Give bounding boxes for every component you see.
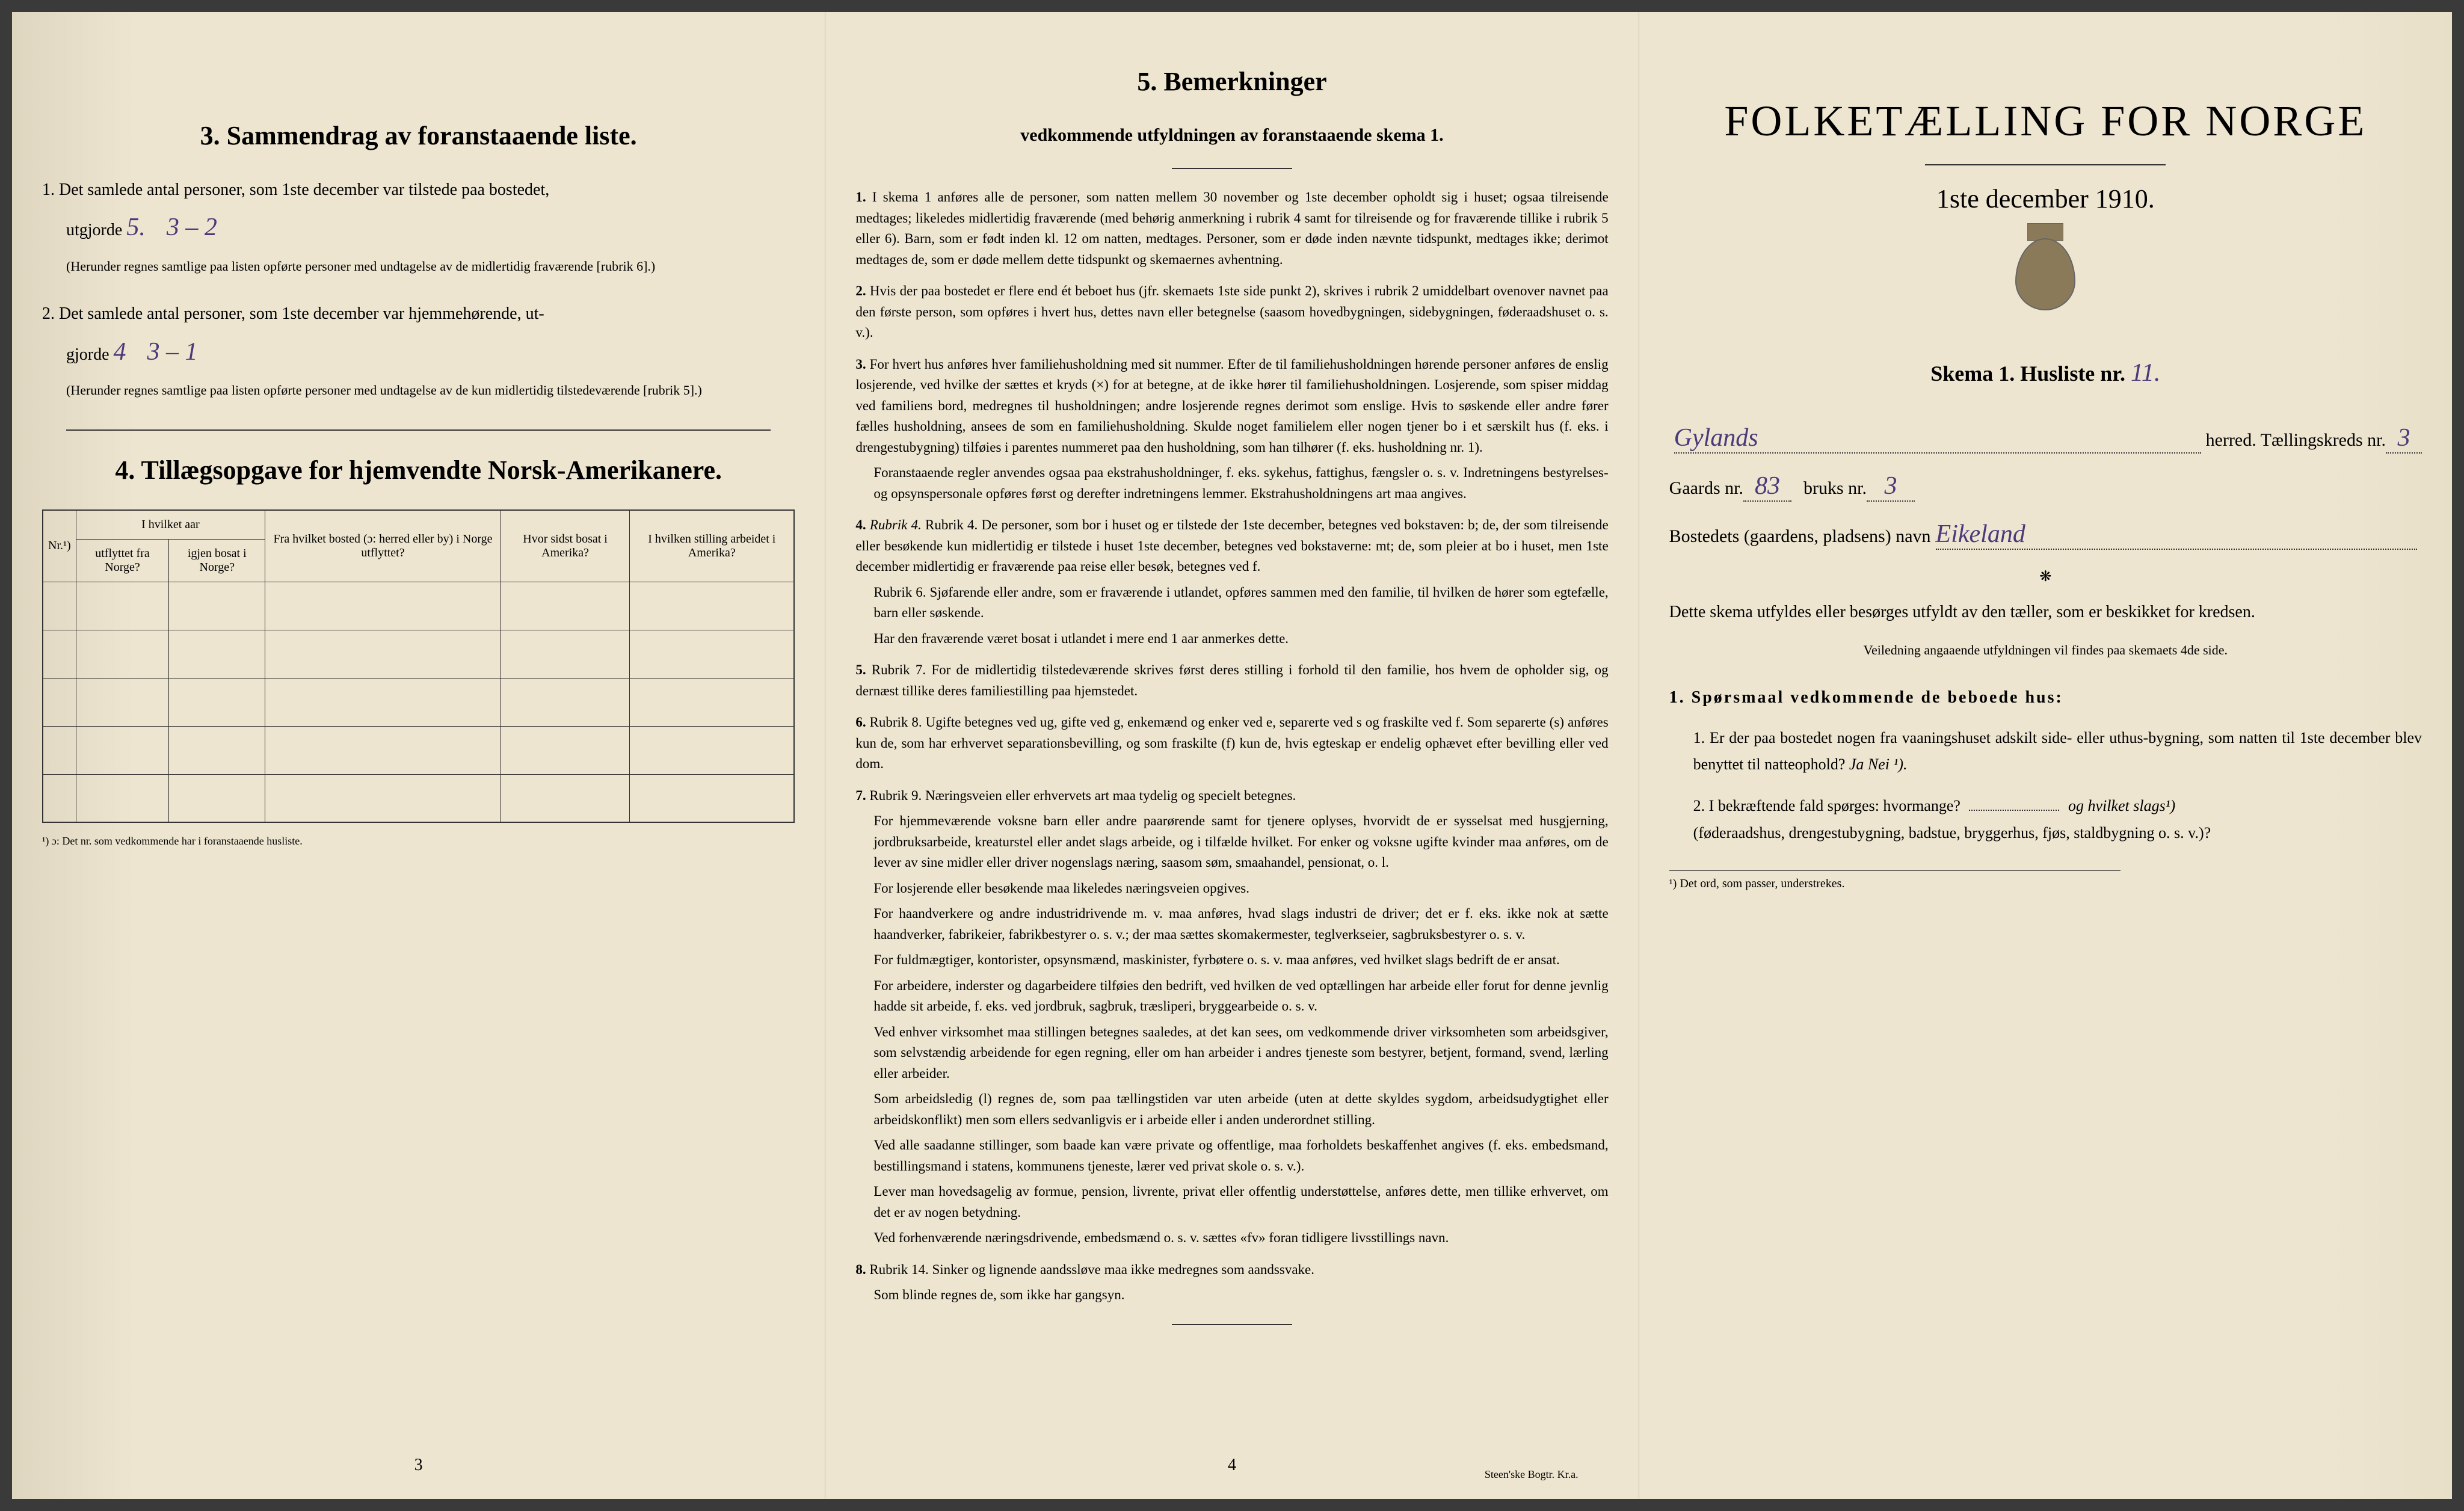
page-number-4: 4 bbox=[1228, 1456, 1236, 1475]
emigrant-table-container: Nr.¹) I hvilket aar Fra hvilket bosted (… bbox=[42, 509, 795, 823]
question-list: 1. Er der paa bostedet nogen fra vaaning… bbox=[1693, 725, 2422, 846]
emigrant-table: Nr.¹) I hvilket aar Fra hvilket bosted (… bbox=[42, 509, 795, 823]
th-year: I hvilket aar bbox=[76, 510, 265, 540]
question-1: 1. Er der paa bostedet nogen fra vaaning… bbox=[1693, 725, 2422, 778]
right-footnote: ¹) Det ord, som passer, understrekes. bbox=[1669, 870, 2121, 891]
ornament-icon: ❋ bbox=[1669, 568, 2422, 585]
table-row bbox=[43, 726, 794, 774]
item-2-value: 4 bbox=[114, 338, 126, 366]
divider-1 bbox=[66, 429, 771, 431]
item-2-note: (Herunder regnes samtlige paa listen opf… bbox=[66, 383, 702, 398]
section-3-item-2: 2. Det samlede antal personer, som 1ste … bbox=[42, 299, 795, 405]
item-1-line2: utgjorde bbox=[66, 221, 122, 239]
remark-5: 5. Rubrik 7. For de midlertidig tilstede… bbox=[855, 660, 1608, 701]
section-5-subtitle: vedkommende utfyldningen av foranstaaend… bbox=[855, 121, 1608, 150]
item-1-subvalue: 3 – 2 bbox=[167, 214, 217, 241]
section-3-title: 3. Sammendrag av foranstaaende liste. bbox=[42, 120, 795, 151]
item-1-note: (Herunder regnes samtlige paa listen opf… bbox=[66, 259, 655, 274]
bruks-value: 3 bbox=[1867, 472, 1915, 502]
instruction-sub: Veiledning angaaende utfyldningen vil fi… bbox=[1669, 639, 2422, 660]
printer-info: Steen'ske Bogtr. Kr.a. bbox=[1485, 1468, 1578, 1481]
section-4-title: 4. Tillægsopgave for hjemvendte Norsk-Am… bbox=[42, 455, 795, 485]
bosted-value: Eikeland bbox=[1936, 520, 2025, 548]
remark-1: 1. I skema 1 anføres alle de personer, s… bbox=[855, 187, 1608, 270]
remark-4: 4. Rubrik 4. Rubrik 4. De personer, som … bbox=[855, 515, 1608, 649]
item-2-prefix: 2. bbox=[42, 304, 55, 323]
item-2-line2: gjorde bbox=[66, 345, 109, 364]
section-3-item-1: 1. Det samlede antal personer, som 1ste … bbox=[42, 175, 795, 281]
remark-2: 2. Hvis der paa bostedet er flere end ét… bbox=[855, 281, 1608, 343]
page-number-3: 3 bbox=[414, 1456, 423, 1475]
th-position: I hvilken stilling arbeidet i Amerika? bbox=[630, 510, 795, 582]
table-row bbox=[43, 678, 794, 726]
divider-3 bbox=[1172, 1324, 1292, 1325]
census-date: 1ste december 1910. bbox=[1669, 183, 2422, 214]
coat-of-arms-icon bbox=[2009, 238, 2081, 322]
skema-line: Skema 1. Husliste nr. 11. bbox=[1669, 359, 2422, 387]
th-nr: Nr.¹) bbox=[43, 510, 76, 582]
section-5-title: 5. Bemerkninger bbox=[855, 66, 1608, 97]
gaards-line: Gaards nr. 83 bruks nr. 3 bbox=[1669, 472, 2422, 502]
census-main-title: FOLKETÆLLING FOR NORGE bbox=[1669, 96, 2422, 146]
page-4: 5. Bemerkninger vedkommende utfyldningen… bbox=[825, 12, 1639, 1499]
bosted-line: Bostedets (gaardens, pladsens) navn Eike… bbox=[1669, 520, 2422, 550]
divider-2 bbox=[1172, 168, 1292, 169]
remarks-list: 1. I skema 1 anføres alle de personer, s… bbox=[855, 187, 1608, 1306]
table-row bbox=[43, 774, 794, 822]
remark-3: 3. For hvert hus anføres hver familiehus… bbox=[855, 354, 1608, 505]
census-document: 3. Sammendrag av foranstaaende liste. 1.… bbox=[12, 12, 2452, 1499]
instruction-text: Dette skema utfyldes eller besørges utfy… bbox=[1669, 597, 2422, 627]
question-2: 2. I bekræftende fald spørges: hvormange… bbox=[1693, 793, 2422, 846]
page-title: FOLKETÆLLING FOR NORGE 1ste december 191… bbox=[1639, 12, 2452, 1499]
remark-6: 6. Rubrik 8. Ugifte betegnes ved ug, gif… bbox=[855, 712, 1608, 775]
th-emigrated: utflyttet fra Norge? bbox=[76, 539, 169, 582]
item-2-subvalue: 3 – 1 bbox=[147, 338, 198, 366]
table-footnote: ¹) ɔ: Det nr. som vedkommende har i fora… bbox=[42, 835, 795, 848]
page-3: 3. Sammendrag av foranstaaende liste. 1.… bbox=[12, 12, 825, 1499]
item-2-text: Det samlede antal personer, som 1ste dec… bbox=[59, 304, 544, 323]
th-returned: igjen bosat i Norge? bbox=[169, 539, 265, 582]
item-1-text: Det samlede antal personer, som 1ste dec… bbox=[59, 180, 549, 199]
title-divider bbox=[1925, 164, 2166, 165]
gaards-value: 83 bbox=[1743, 472, 1791, 502]
th-where: Hvor sidst bosat i Amerika? bbox=[500, 510, 629, 582]
question-title: 1. Spørsmaal vedkommende de beboede hus: bbox=[1669, 683, 2422, 713]
kreds-value: 3 bbox=[2386, 423, 2422, 454]
item-1-prefix: 1. bbox=[42, 180, 55, 199]
th-from: Fra hvilket bosted (ɔ: herred eller by) … bbox=[265, 510, 501, 582]
remark-7: 7. Rubrik 9. Næringsveien eller erhverve… bbox=[855, 786, 1608, 1249]
herred-line: Gylands herred. Tællingskreds nr. 3 bbox=[1669, 423, 2422, 454]
table-row bbox=[43, 582, 794, 630]
remark-8: 8. Rubrik 14. Sinker og lignende aandssl… bbox=[855, 1260, 1608, 1306]
herred-value: Gylands bbox=[1674, 424, 1758, 452]
item-1-value: 5. bbox=[126, 214, 146, 241]
table-row bbox=[43, 630, 794, 678]
husliste-nr: 11. bbox=[2131, 359, 2160, 387]
